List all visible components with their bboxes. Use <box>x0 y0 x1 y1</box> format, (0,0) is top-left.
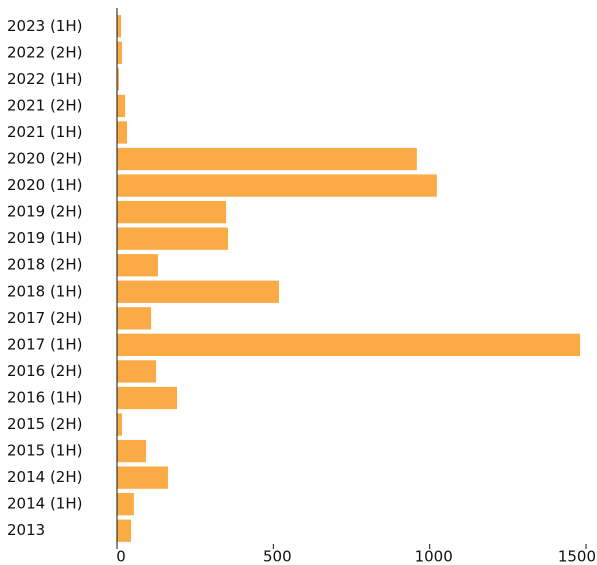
y-tick-label: 2016 (1H) <box>7 388 82 406</box>
bar <box>117 200 227 224</box>
bar <box>117 466 168 489</box>
y-tick-label: 2021 (1H) <box>7 123 82 141</box>
bar <box>117 15 122 38</box>
bar <box>117 68 119 91</box>
y-tick-label: 2020 (1H) <box>7 176 82 194</box>
y-tick-label: 2018 (2H) <box>7 256 82 274</box>
x-tick-label: 500 <box>263 548 292 565</box>
y-tick-label: 2019 (1H) <box>7 229 82 247</box>
bar <box>117 121 128 144</box>
x-tick-label: 1500 <box>558 548 596 565</box>
y-tick-label: 2015 (1H) <box>7 442 82 460</box>
bar <box>117 307 152 330</box>
y-tick-label: 2015 (2H) <box>7 415 82 433</box>
y-tick-label: 2013 <box>7 521 45 539</box>
y-tick-label: 2022 (2H) <box>7 43 82 61</box>
y-tick-label: 2016 (2H) <box>7 362 82 380</box>
x-tick-label: 0 <box>116 548 126 565</box>
y-tick-label: 2022 (1H) <box>7 70 82 88</box>
bar <box>117 493 134 516</box>
bar <box>117 519 132 542</box>
y-tick-label: 2021 (2H) <box>7 96 82 114</box>
y-tick-label: 2018 (1H) <box>7 282 82 300</box>
y-tick-label: 2017 (1H) <box>7 335 82 353</box>
bar <box>117 94 126 118</box>
bar <box>117 360 157 383</box>
y-tick-label: 2023 (1H) <box>7 17 82 35</box>
bar <box>117 227 228 250</box>
y-tick-label: 2020 (2H) <box>7 150 82 168</box>
y-tick-label: 2014 (2H) <box>7 468 82 486</box>
y-tick-label: 2017 (2H) <box>7 309 82 327</box>
bar <box>117 333 581 357</box>
bar <box>117 41 123 64</box>
x-tick-label: 1000 <box>415 548 453 565</box>
bar <box>117 280 279 303</box>
bar <box>117 386 178 410</box>
bar <box>117 174 437 197</box>
bar <box>117 254 158 277</box>
bar <box>117 439 147 463</box>
y-tick-label: 2014 (1H) <box>7 495 82 513</box>
y-tick-label: 2019 (2H) <box>7 203 82 221</box>
bar <box>117 147 417 171</box>
bar <box>117 413 123 436</box>
